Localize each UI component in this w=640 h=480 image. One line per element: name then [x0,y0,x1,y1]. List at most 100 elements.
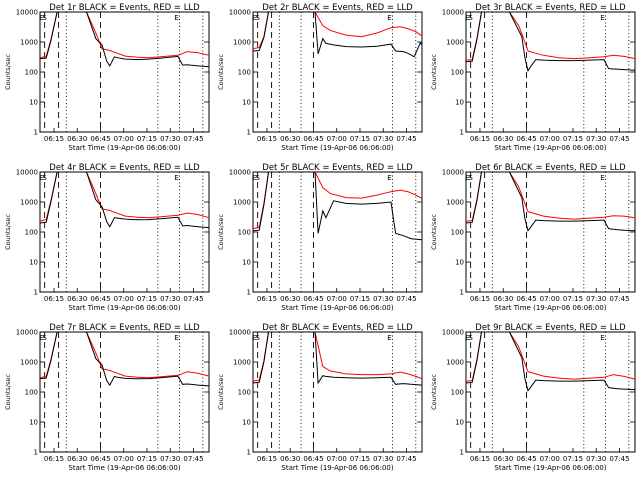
panel-5-series-events-black [252,171,423,241]
panel-3-xtick-label: 06:30 [493,135,513,143]
panel-9-xtick-label: 06:45 [516,455,536,463]
panel-9-title: Det 9r BLACK = Events, RED = LLD [475,323,626,333]
panel-2-series-events-black [252,11,423,58]
panel-2-ytick-label: 10000 [229,9,251,17]
panel-1-marker: E [39,14,43,22]
panel-5-ylabel: Counts/sec [217,214,225,250]
panel-3-xtick-label: 07:15 [563,135,583,143]
panel-2-ytick-label: 10 [242,99,251,107]
panel-9-series-events-black [465,331,636,392]
panel-6-marker: E [465,174,469,182]
panel-6-xtick-label: 06:15 [470,295,490,303]
panel-4-xtick-label: 06:30 [67,295,87,303]
panel-7-xtick-label: 07:45 [183,455,203,463]
panel-1-xtick-label: 06:45 [90,135,110,143]
panel-2-marker: E [252,14,256,22]
panel-6-xtick-label: 07:30 [586,295,606,303]
panel-1-marker: S [42,14,47,22]
panel-4-marker: S [42,174,47,182]
panel-6-marker: S [468,174,473,182]
panel-7-marker: S [42,334,47,342]
panel-7-xtick-label: 06:45 [90,455,110,463]
panel-6-title: Det 6r BLACK = Events, RED = LLD [475,163,626,173]
panel-7-marker: E [39,334,43,342]
panel-7-xtick-label: 07:30 [160,455,180,463]
panel-2-xtick-label: 07:30 [373,135,393,143]
panel-8-xtick-label: 07:00 [327,455,347,463]
panel-2-title: Det 2r BLACK = Events, RED = LLD [262,3,413,13]
panel-9-ytick-label: 1 [460,449,464,457]
panel-2-series-lld-red [252,11,423,50]
panel-9-ytick-label: 10 [455,419,464,427]
panel-1-xtick-label: 06:15 [44,135,64,143]
panel-8-marker: E [252,334,256,342]
panel-4-marker: E [174,174,178,182]
panel-6-xtick-label: 06:45 [516,295,536,303]
panel-5-xtick-label: 07:00 [327,295,347,303]
panel-3-ytick-label: 1000 [446,39,464,47]
panel-8-xtick-label: 07:30 [373,455,393,463]
panel-7-xtick-label: 07:15 [137,455,157,463]
panel-1-series-events-black [39,11,210,68]
panel-1-xtick-label: 07:00 [114,135,134,143]
panel-9-frame [465,331,636,453]
panel-5-ytick-label: 1000 [233,199,251,207]
panel-3-series-events-black [465,11,636,73]
panel-6-series-lld-red [465,171,636,222]
panel-1-xlabel: Start Time (19-Apr-06 06:06:00) [68,144,180,152]
panel-8-xlabel: Start Time (19-Apr-06 06:06:00) [281,464,393,472]
panel-4-xlabel: Start Time (19-Apr-06 06:06:00) [68,304,180,312]
panel-8-xtick-label: 06:15 [257,455,277,463]
panel-7-ytick-label: 1 [34,449,38,457]
panel-1-ytick-label: 1 [34,129,38,137]
panel-9-series-lld-red [465,331,636,382]
panel-7-xtick-label: 06:30 [67,455,87,463]
panel-6-marker: E [600,174,604,182]
panel-4-ytick-label: 1 [34,289,38,297]
panel-9-xtick-label: 06:15 [470,455,490,463]
panel-5-xtick-label: 07:45 [396,295,416,303]
panel-2-marker: S [255,14,260,22]
panel-5-frame [252,171,423,293]
panel-1-ytick-label: 1000 [20,39,38,47]
panel-8-xtick-label: 06:45 [303,455,323,463]
panel-8-xtick-label: 07:45 [396,455,416,463]
panel-1-ytick-label: 100 [25,69,38,77]
panel-7-title: Det 7r BLACK = Events, RED = LLD [49,323,200,333]
panel-5-xlabel: Start Time (19-Apr-06 06:06:00) [281,304,393,312]
panel-3-ytick-label: 1 [460,129,464,137]
panel-8-series-events-black [252,331,423,386]
panel-5-marker: E [252,174,256,182]
panel-8-ytick-label: 10000 [229,329,251,337]
panel-4-marker: E [39,174,43,182]
panel-2-ylabel: Counts/sec [217,54,225,90]
panel-3-xtick-label: 06:45 [516,135,536,143]
panel-7-ytick-label: 10000 [16,329,38,337]
panel-9-ylabel: Counts/sec [430,374,438,410]
panel-2-ytick-label: 1 [247,129,251,137]
panel-1-xtick-label: 07:45 [183,135,203,143]
panel-7-frame [39,331,210,453]
panel-5-ytick-label: 1 [247,289,251,297]
panel-8-ytick-label: 1 [247,449,251,457]
panel-8-xtick-label: 07:15 [350,455,370,463]
panel-2-xtick-label: 06:15 [257,135,277,143]
panel-1-xtick-label: 06:30 [67,135,87,143]
panel-1-xtick-label: 07:30 [160,135,180,143]
panel-9-marker: S [468,334,473,342]
panel-3-xlabel: Start Time (19-Apr-06 06:06:00) [494,144,606,152]
panel-9-xlabel: Start Time (19-Apr-06 06:06:00) [494,464,606,472]
panel-6-ytick-label: 10 [455,259,464,267]
panel-9-xtick-label: 07:15 [563,455,583,463]
panel-5-xtick-label: 06:45 [303,295,323,303]
panel-3-marker: E [600,14,604,22]
panel-3-ylabel: Counts/sec [430,54,438,90]
panel-4-series-events-black [39,171,210,229]
panel-6-series-events-black [465,171,636,232]
panel-6-ytick-label: 1 [460,289,464,297]
panel-5-xtick-label: 07:15 [350,295,370,303]
panel-4-ylabel: Counts/sec [4,214,12,250]
panel-6-frame [465,171,636,293]
panel-5-ytick-label: 10000 [229,169,251,177]
panel-3-marker: E [465,14,469,22]
